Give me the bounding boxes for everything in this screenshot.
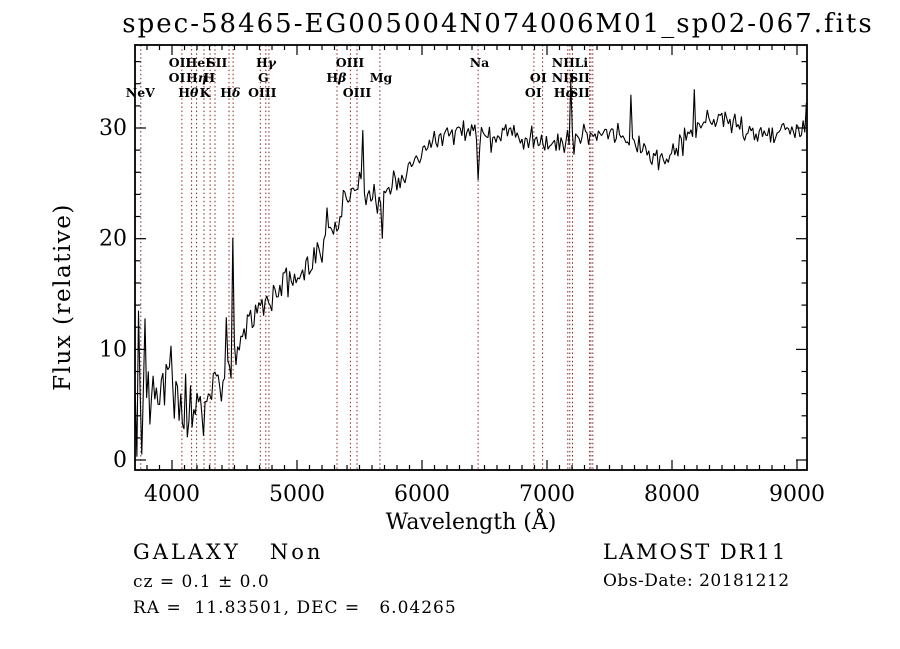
- spectral-line-label: SII: [569, 85, 590, 100]
- spectral-line-markers: [140, 45, 594, 470]
- spectral-line-label: OI: [169, 70, 186, 85]
- x-tick-label: 7000: [519, 482, 575, 507]
- spectral-line-label: Mg: [370, 70, 393, 85]
- survey-label: LAMOST DR11: [603, 540, 788, 564]
- redshift-label: cz = 0.1 ± 0.0: [133, 572, 270, 592]
- spectral-line-label: SII: [207, 55, 228, 70]
- spectral-line-label: OI: [525, 85, 542, 100]
- spectral-line-label: OIII: [336, 55, 365, 70]
- figure-title: spec-58465-EG005004N074006M01_sp02-067.f…: [122, 9, 874, 39]
- radec-label: RA = 11.83501, DEC = 6.04265: [133, 598, 457, 618]
- tick-labels: 4000 5000 6000 7000 8000 9000 0 10 20 30: [99, 116, 825, 507]
- spectral-line-label: OIII: [248, 85, 277, 100]
- spectral-line-label: NII: [552, 55, 575, 70]
- spectral-line-label: HeI: [185, 55, 211, 70]
- y-tick-label: 10: [99, 337, 127, 362]
- classification-label: GALAXY Non: [133, 540, 324, 564]
- spectral-line-label: Li: [575, 55, 589, 70]
- y-tick-label: 0: [113, 448, 127, 473]
- spectral-line-label: NeV: [126, 85, 155, 100]
- spectral-line-label: Hδ: [220, 85, 240, 100]
- x-tick-label: 8000: [644, 482, 700, 507]
- spectral-line-label: Na: [470, 55, 490, 70]
- y-tick-label: 20: [99, 227, 127, 252]
- obsdate-label: Obs-Date: 20181212: [603, 571, 790, 591]
- x-tick-label: 6000: [394, 482, 450, 507]
- y-axis-label: Flux (relative): [50, 203, 76, 391]
- x-tick-label: 9000: [769, 482, 825, 507]
- axis-ticks: [135, 45, 807, 470]
- spectral-line-label: OIII: [343, 85, 372, 100]
- plot-frame: [134, 44, 808, 471]
- spectral-line-label: OI: [530, 70, 547, 85]
- spectral-line-label: OII: [169, 55, 192, 70]
- spectral-line-label: Hβ: [326, 70, 347, 85]
- y-tick-label: 30: [99, 116, 127, 141]
- spectral-line-label: SII: [569, 70, 590, 85]
- spectral-line-label: Hθ: [178, 85, 199, 100]
- spectral-line-label: H: [203, 70, 215, 85]
- x-tick-label: 5000: [269, 482, 325, 507]
- spectral-line-label: Hη: [186, 70, 207, 85]
- spectral-line-label: G: [258, 70, 269, 85]
- spectral-line-label: K: [200, 85, 212, 100]
- spectral-line-label: Hγ: [256, 55, 277, 70]
- x-tick-label: 4000: [144, 482, 200, 507]
- spectral-line-label: NII: [552, 70, 575, 85]
- x-axis-label: Wavelength (Å): [386, 507, 557, 535]
- spectrum-trace: [134, 81, 807, 457]
